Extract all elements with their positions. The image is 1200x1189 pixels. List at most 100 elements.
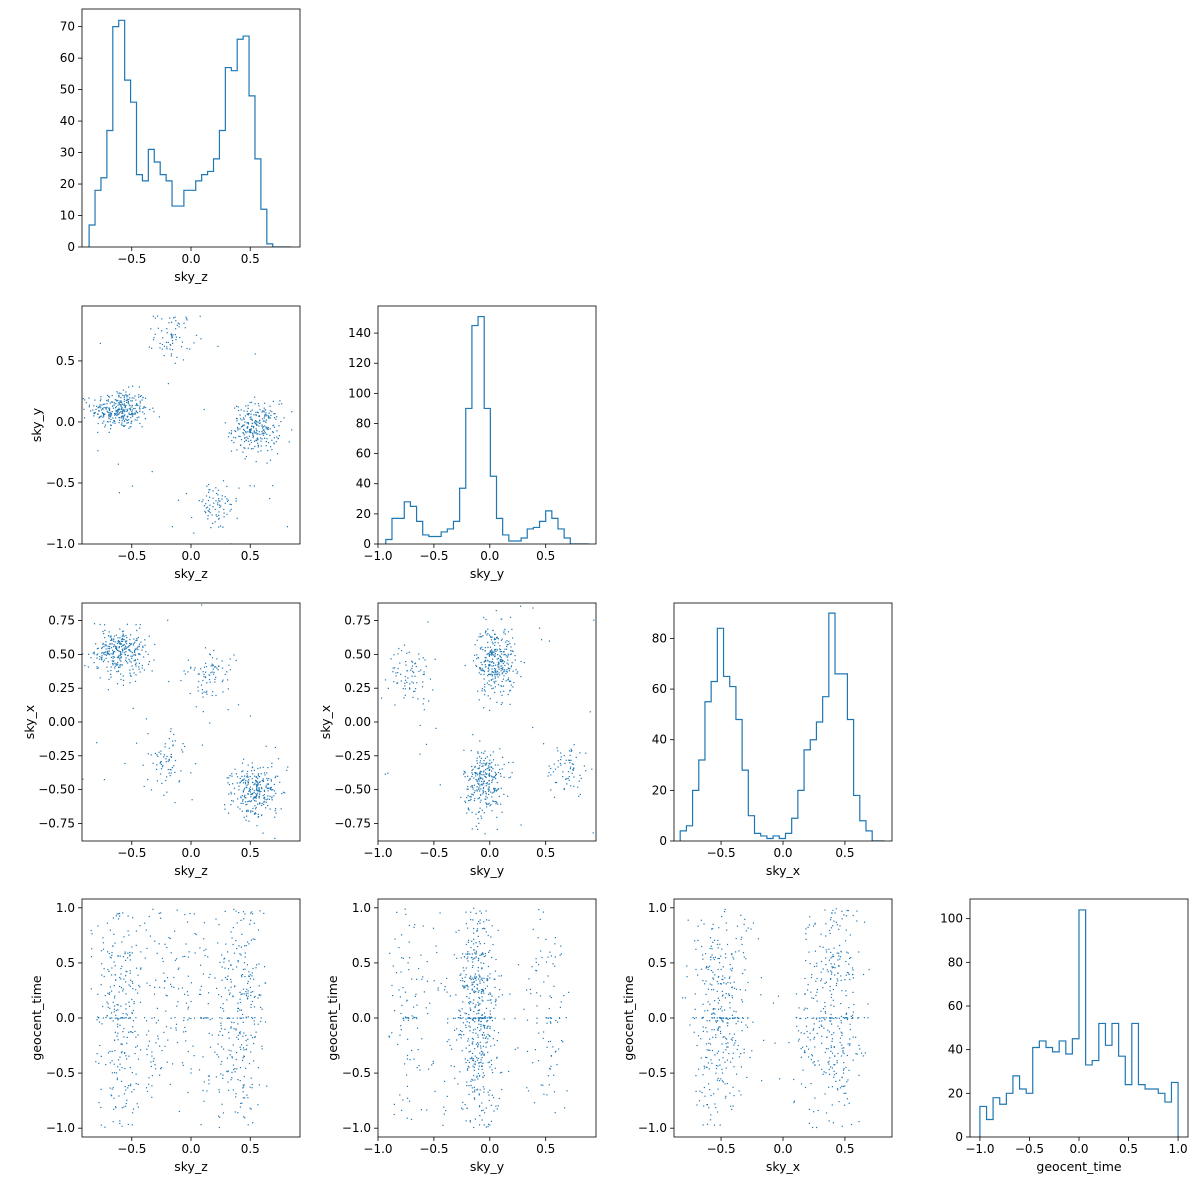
scatter-point (167, 383, 169, 385)
scatter-point (833, 1046, 835, 1048)
scatter-point (117, 414, 119, 416)
scatter-point (156, 952, 158, 954)
scatter-point (127, 1085, 130, 1087)
scatter-point (488, 1099, 490, 1102)
scatter-point (490, 679, 492, 681)
scatter-point (486, 806, 488, 808)
scatter-point (487, 767, 489, 769)
scatter-point (177, 1001, 179, 1003)
scatter-point (493, 1110, 495, 1112)
scatter-point (808, 1056, 810, 1058)
scatter-point (470, 1080, 472, 1082)
scatter-point (486, 634, 488, 636)
scatter-point (254, 783, 256, 785)
scatter-point (497, 670, 499, 672)
scatter-point (717, 983, 719, 985)
scatter-point (730, 1038, 732, 1040)
scatter-point (109, 412, 111, 414)
scatter-point (127, 422, 129, 424)
scatter-point (252, 436, 254, 439)
scatter-point (496, 1040, 498, 1042)
scatter-point (112, 1087, 114, 1089)
scatter-point (122, 412, 124, 414)
scatter-point (160, 773, 162, 775)
y-axis-label: sky_x (318, 705, 333, 739)
scatter-point (135, 1036, 137, 1038)
scatter-point (480, 794, 482, 796)
scatter-point (526, 989, 528, 991)
scatter-point (481, 688, 483, 690)
scatter-point (254, 995, 256, 998)
scatter-point (491, 688, 493, 690)
scatter-point (536, 1017, 538, 1019)
scatter-point (721, 1010, 723, 1012)
scatter-point (246, 773, 248, 775)
scatter-point (221, 1103, 223, 1105)
scatter-point (571, 772, 573, 774)
scatter-point (835, 921, 837, 923)
scatter-point (205, 503, 207, 505)
scatter-point (119, 408, 121, 411)
scatter-point (489, 950, 491, 952)
scatter-point (405, 664, 407, 666)
scatter-point (472, 786, 474, 788)
scatter-point (484, 987, 486, 990)
scatter-point (725, 957, 727, 959)
scatter-point (132, 644, 134, 646)
scatter-point (485, 666, 487, 668)
scatter-point (418, 1065, 420, 1067)
scatter-point (243, 1086, 245, 1088)
scatter-point (796, 1025, 798, 1027)
scatter-point (730, 968, 732, 970)
scatter-point (808, 1048, 810, 1050)
scatter-point (479, 1062, 481, 1064)
scatter-point (259, 422, 261, 424)
scatter-point (102, 1005, 104, 1008)
scatter-point (556, 747, 558, 749)
scatter-point (740, 1094, 742, 1096)
scatter-point (503, 651, 505, 653)
scatter-point (250, 800, 252, 803)
scatter-point (253, 485, 255, 487)
scatter-point (129, 972, 131, 974)
scatter-point (473, 784, 475, 786)
scatter-point (477, 1057, 479, 1059)
scatter-point (530, 993, 532, 995)
scatter-point (264, 796, 266, 798)
scatter-point (242, 1035, 244, 1037)
scatter-point (243, 434, 245, 436)
scatter-point (194, 932, 196, 935)
scatter-point (151, 1096, 153, 1098)
scatter-point (264, 425, 266, 427)
scatter-point (119, 643, 121, 645)
scatter-point (490, 1104, 492, 1106)
scatter-point (136, 639, 138, 641)
scatter-point (109, 986, 111, 988)
scatter-point (805, 933, 807, 935)
scatter-point (143, 413, 145, 415)
scatter-point (839, 1087, 842, 1089)
scatter-point (707, 1001, 709, 1003)
scatter-point (406, 1117, 408, 1119)
scatter-point (141, 399, 143, 401)
scatter-point (96, 666, 98, 668)
scatter-point (114, 399, 116, 401)
scatter-point (146, 1020, 148, 1022)
scatter-point (267, 795, 269, 797)
scatter-point (239, 1031, 241, 1033)
scatter-point (230, 1050, 232, 1052)
scatter-point (464, 771, 466, 773)
scatter-point (483, 1088, 485, 1090)
scatter-point (490, 1002, 492, 1004)
scatter-point (170, 983, 172, 985)
scatter-point (111, 405, 114, 407)
scatter-point (115, 648, 118, 650)
scatter-point (795, 993, 798, 995)
scatter-point (475, 772, 477, 774)
scatter-point (416, 1017, 418, 1020)
scatter-point (704, 1095, 706, 1097)
scatter-point (408, 969, 410, 971)
scatter-point (487, 1051, 489, 1053)
scatter-point (462, 967, 464, 969)
scatter-point (144, 397, 147, 399)
